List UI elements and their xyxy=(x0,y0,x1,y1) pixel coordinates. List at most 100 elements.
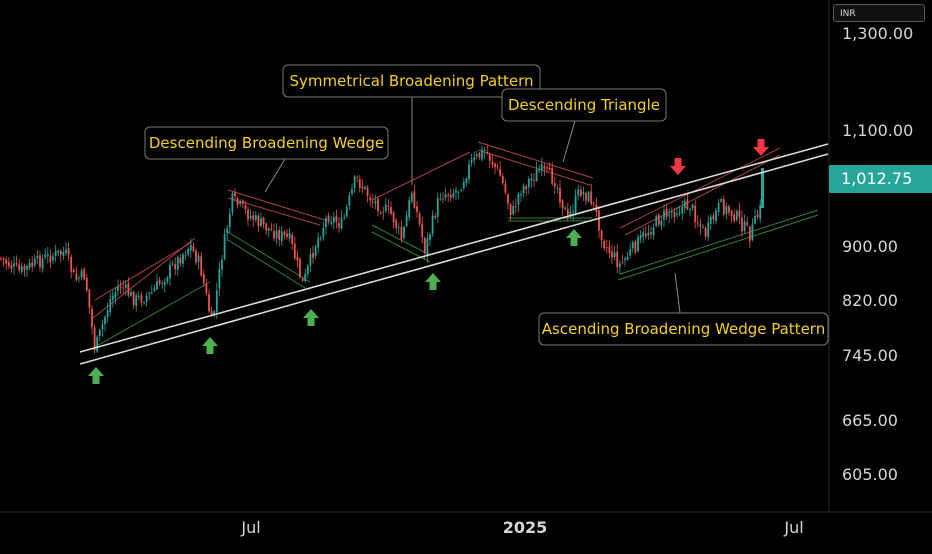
candle-body xyxy=(96,336,99,352)
candle-body xyxy=(663,210,665,220)
candle-body xyxy=(257,215,260,227)
candle-body xyxy=(574,195,577,213)
candle-body xyxy=(592,202,595,204)
candle-body xyxy=(174,264,177,270)
candle-body xyxy=(626,256,629,260)
candle-body xyxy=(413,191,416,208)
pattern-resistance-line xyxy=(94,241,193,301)
candle-body xyxy=(187,248,190,255)
callout-pointer xyxy=(562,120,576,163)
candle-body xyxy=(345,206,348,217)
candle-body xyxy=(200,256,203,276)
pattern-resistance-line xyxy=(624,154,781,236)
candle-body xyxy=(262,217,265,225)
candle-body xyxy=(639,234,642,239)
candle-body xyxy=(587,192,590,202)
candle-body xyxy=(278,230,281,240)
candle-body xyxy=(642,232,645,237)
candle-body xyxy=(579,189,582,197)
candle-body xyxy=(114,292,117,298)
candle-body xyxy=(707,222,710,238)
candle-body xyxy=(83,269,86,280)
candle-body xyxy=(709,216,712,224)
candle-body xyxy=(754,215,756,224)
candle-body xyxy=(452,192,455,197)
sell-arrow-icon xyxy=(670,158,686,175)
candle-body xyxy=(231,193,234,213)
pattern-support-line xyxy=(617,214,819,281)
candle-body xyxy=(715,210,717,222)
callout-label: Symmetrical Broadening Pattern xyxy=(289,72,533,90)
candle-body xyxy=(517,194,520,205)
candle-body xyxy=(137,296,140,297)
candle-body xyxy=(525,186,528,190)
candle-body xyxy=(397,226,400,228)
candle-body xyxy=(267,228,270,231)
buy-arrow-icon xyxy=(425,273,441,290)
candle-body xyxy=(377,199,379,212)
candle-body xyxy=(270,229,273,231)
candle-body xyxy=(379,213,382,214)
candle-body xyxy=(488,154,491,161)
candle-body xyxy=(327,216,330,222)
candle-body xyxy=(111,295,114,300)
pattern-support-line xyxy=(92,281,211,349)
candle-body xyxy=(119,286,122,288)
upper-trendline[interactable] xyxy=(79,143,829,353)
candle-body xyxy=(163,281,166,285)
callout-box[interactable] xyxy=(501,88,667,122)
candle-body xyxy=(335,216,338,222)
candle-body xyxy=(223,233,226,260)
candle-body xyxy=(546,167,548,169)
candle-body xyxy=(304,273,307,282)
candle-body xyxy=(319,238,322,240)
buy-arrow-icon xyxy=(566,229,582,246)
candle-body xyxy=(317,237,320,248)
candle-body xyxy=(260,218,262,227)
candle-body xyxy=(161,283,164,284)
callout-box[interactable] xyxy=(538,312,829,346)
candle-body xyxy=(390,207,392,214)
candle-body xyxy=(158,280,161,284)
candle-body xyxy=(122,287,125,289)
candle-body xyxy=(468,164,470,180)
lower-trendline[interactable] xyxy=(79,153,829,365)
candle-body xyxy=(621,261,624,263)
candle-body xyxy=(408,200,411,218)
pattern-resistance-line xyxy=(92,237,196,319)
pattern-lines xyxy=(92,141,819,349)
candle-body xyxy=(751,224,754,240)
candle-body xyxy=(150,292,153,294)
candle-body xyxy=(618,263,621,268)
pattern-resistance-line xyxy=(477,149,591,186)
candle-body xyxy=(449,195,452,198)
candle-body xyxy=(117,287,119,291)
candles xyxy=(0,144,764,354)
pattern-support-line xyxy=(227,231,311,283)
candle-body xyxy=(608,246,611,253)
candle-body xyxy=(135,295,138,306)
candle-body xyxy=(13,263,15,267)
callout-box[interactable] xyxy=(144,126,389,160)
candle-body xyxy=(522,185,525,194)
candle-body xyxy=(613,252,616,258)
candle-body xyxy=(600,230,603,240)
currency-button[interactable]: INR xyxy=(833,4,925,22)
candle-body xyxy=(478,153,481,158)
candle-body xyxy=(15,263,18,265)
candle-body xyxy=(577,189,580,196)
candle-body xyxy=(694,205,697,223)
candle-body xyxy=(340,218,343,229)
last-price-badge: 1,012.75 xyxy=(829,165,932,193)
pattern-support-line xyxy=(619,209,819,275)
candle-body xyxy=(569,211,572,217)
candle-body xyxy=(392,212,395,223)
candle-body xyxy=(75,273,78,280)
callout-box[interactable] xyxy=(282,64,541,98)
candle-body xyxy=(746,222,749,226)
candle-body xyxy=(358,179,361,188)
candle-body xyxy=(473,157,476,161)
candle-body xyxy=(629,249,632,256)
